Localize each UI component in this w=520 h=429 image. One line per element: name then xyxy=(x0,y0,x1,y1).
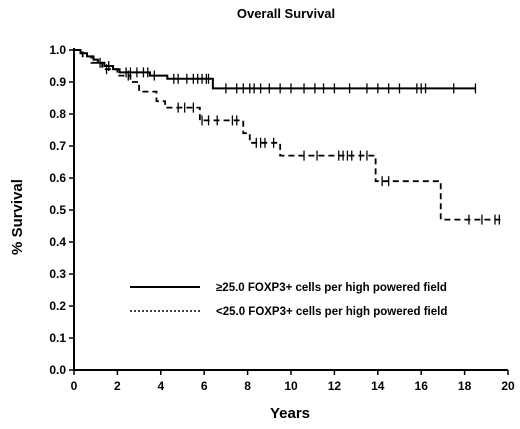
x-tick-label: 4 xyxy=(157,379,164,393)
x-tick-label: 8 xyxy=(244,379,251,393)
chart-title: Overall Survival xyxy=(237,6,335,21)
y-tick-label: 0.6 xyxy=(49,171,66,185)
y-tick-label: 0.7 xyxy=(49,139,66,153)
x-tick-label: 0 xyxy=(71,379,78,393)
x-tick-label: 18 xyxy=(458,379,472,393)
x-tick-label: 2 xyxy=(114,379,121,393)
series-layer xyxy=(74,49,504,225)
x-tick-label: 10 xyxy=(284,379,298,393)
y-tick-label: 1.0 xyxy=(49,43,66,57)
series-line-low xyxy=(74,49,504,221)
x-axis-title: Years xyxy=(270,405,310,422)
y-tick-label: 0.1 xyxy=(49,331,66,345)
x-tick-label: 14 xyxy=(371,379,385,393)
legend-label-low: <25.0 FOXP3+ cells per high powered fiel… xyxy=(216,306,447,318)
y-tick-label: 0.2 xyxy=(49,299,66,313)
y-tick-label: 0.5 xyxy=(49,203,66,217)
y-tick-label: 0.0 xyxy=(49,363,66,377)
y-tick-label: 0.8 xyxy=(49,107,66,121)
x-tick-label: 16 xyxy=(415,379,429,393)
x-tick-label: 12 xyxy=(328,379,342,393)
axes: 0 2 4 6 8 10 12 14 16 18 20 0.0 0.1 0.2 0.3 0.4 0.5 0.6 0.… xyxy=(49,43,515,393)
y-axis-title: % Survival xyxy=(9,179,26,255)
y-tick-label: 0.3 xyxy=(49,267,66,281)
y-tick-label: 0.9 xyxy=(49,75,66,89)
x-tick-label: 6 xyxy=(201,379,208,393)
y-tick-label: 0.4 xyxy=(49,235,66,249)
legend-label-high: ≥25.0 FOXP3+ cells per high powered fiel… xyxy=(216,282,447,294)
legend: ≥25.0 FOXP3+ cells per high powered fiel… xyxy=(130,282,447,318)
x-tick-label: 20 xyxy=(501,379,515,393)
